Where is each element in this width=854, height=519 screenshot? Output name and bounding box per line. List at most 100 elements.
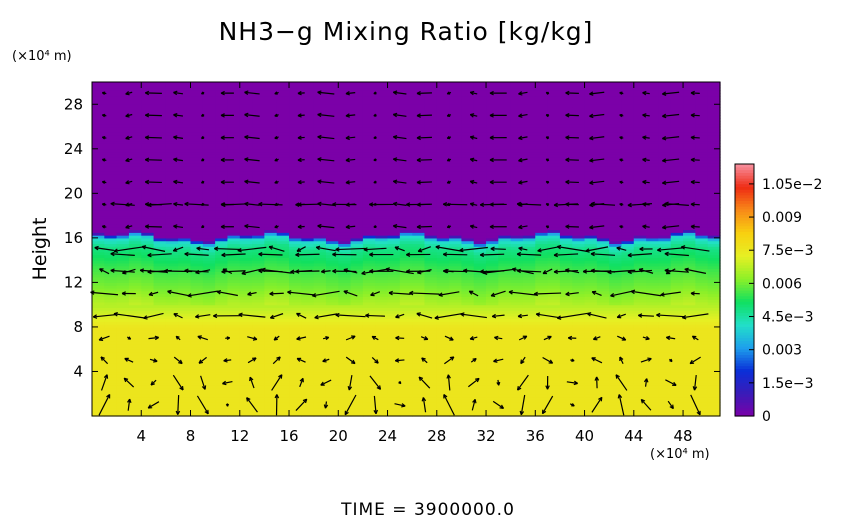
heatmap-cell: [153, 232, 167, 236]
heatmap-cell: [362, 210, 376, 214]
heatmap-cell: [436, 104, 450, 108]
heatmap-cell: [375, 229, 389, 233]
heatmap-cell: [153, 357, 167, 361]
heatmap-cell: [116, 301, 130, 306]
heatmap-cell: [436, 93, 450, 97]
heatmap-cell: [596, 274, 610, 278]
heatmap-cell: [227, 179, 241, 183]
heatmap-cell: [325, 276, 339, 281]
heatmap-cell: [104, 87, 118, 91]
heatmap-cell: [584, 407, 598, 412]
heatmap-cell: [338, 271, 352, 275]
heatmap-cell: [313, 379, 327, 384]
heatmap-cell: [596, 388, 610, 392]
heatmap-cell: [473, 107, 487, 111]
heatmap-cell: [473, 413, 487, 417]
heatmap-cell: [498, 243, 512, 247]
heatmap-cell: [449, 210, 463, 214]
heatmap-cell: [313, 410, 327, 414]
heatmap-cell: [572, 226, 586, 231]
heatmap-cell: [104, 318, 118, 322]
heatmap-cell: [190, 115, 204, 119]
heatmap-cell: [215, 410, 229, 414]
heatmap-cell: [412, 154, 426, 158]
heatmap-cell: [289, 390, 302, 395]
heatmap-cell: [190, 371, 204, 375]
heatmap-cell: [104, 365, 118, 370]
heatmap-cell: [104, 115, 118, 119]
heatmap-cell: [522, 360, 536, 364]
heatmap-cell: [572, 232, 586, 236]
heatmap-cell: [325, 321, 339, 325]
heatmap-cell: [301, 318, 315, 322]
heatmap-cell: [424, 332, 438, 336]
heatmap-cell: [227, 393, 241, 398]
heatmap-cell: [301, 196, 315, 200]
heatmap-cell: [350, 176, 364, 181]
heatmap-cell: [325, 123, 339, 128]
heatmap-cell: [338, 354, 352, 359]
heatmap-cell: [276, 98, 290, 103]
heatmap-cell: [178, 151, 192, 155]
heatmap-cell: [153, 237, 167, 242]
heatmap-cell: [239, 290, 253, 295]
heatmap-cell: [313, 346, 327, 350]
heatmap-cell: [153, 338, 167, 342]
heatmap-cell: [178, 404, 192, 409]
heatmap-cell: [424, 210, 438, 214]
heatmap-cell: [116, 346, 130, 350]
heatmap-cell: [252, 382, 265, 386]
heatmap-cell: [104, 274, 118, 278]
heatmap-cell: [313, 413, 327, 417]
heatmap-cell: [190, 326, 204, 331]
heatmap-cell: [325, 346, 339, 350]
heatmap-cell: [252, 190, 265, 194]
heatmap-cell: [301, 324, 315, 328]
heatmap-cell: [510, 243, 524, 247]
heatmap-cell: [289, 198, 302, 203]
heatmap-cell: [215, 262, 229, 267]
heatmap-cell: [449, 293, 463, 297]
heatmap-cell: [375, 218, 389, 222]
heatmap-cell: [325, 410, 339, 414]
heatmap-cell: [190, 146, 204, 150]
heatmap-cell: [116, 274, 130, 278]
heatmap-cell: [387, 109, 401, 114]
heatmap-cell: [227, 287, 241, 292]
heatmap-cell: [510, 184, 524, 189]
y-axis-unit: (×10⁴ m): [12, 49, 72, 64]
heatmap-cell: [473, 182, 487, 186]
heatmap-cell: [584, 84, 598, 89]
heatmap-cell: [190, 410, 204, 414]
heatmap-cell: [289, 82, 302, 86]
heatmap-cell: [202, 371, 216, 375]
heatmap-cell: [362, 388, 376, 392]
heatmap-cell: [264, 95, 278, 100]
heatmap-cell: [362, 98, 376, 103]
heatmap-cell: [92, 310, 105, 314]
heatmap-cell: [264, 254, 278, 258]
heatmap-cell: [264, 360, 278, 364]
heatmap-cell: [239, 148, 253, 153]
heatmap-cell: [572, 168, 586, 172]
heatmap-cell: [276, 313, 290, 317]
heatmap-cell: [584, 90, 598, 94]
heatmap-cell: [190, 109, 204, 114]
heatmap-cell: [559, 146, 573, 150]
heatmap-cell: [92, 365, 105, 370]
heatmap-cell: [178, 215, 192, 219]
heatmap-cell: [215, 118, 229, 122]
heatmap-cell: [399, 232, 413, 236]
heatmap-cell: [92, 165, 105, 169]
heatmap-cell: [153, 293, 167, 297]
heatmap-cell: [104, 338, 118, 342]
heatmap-cell: [584, 335, 598, 339]
heatmap-cell: [165, 151, 179, 155]
heatmap-cell: [215, 368, 229, 373]
heatmap-cell: [473, 201, 487, 206]
heatmap-cell: [264, 123, 278, 128]
heatmap-cell: [289, 271, 302, 275]
heatmap-cell: [104, 260, 118, 264]
heatmap-cell: [461, 360, 475, 364]
heatmap-cell: [412, 279, 426, 283]
